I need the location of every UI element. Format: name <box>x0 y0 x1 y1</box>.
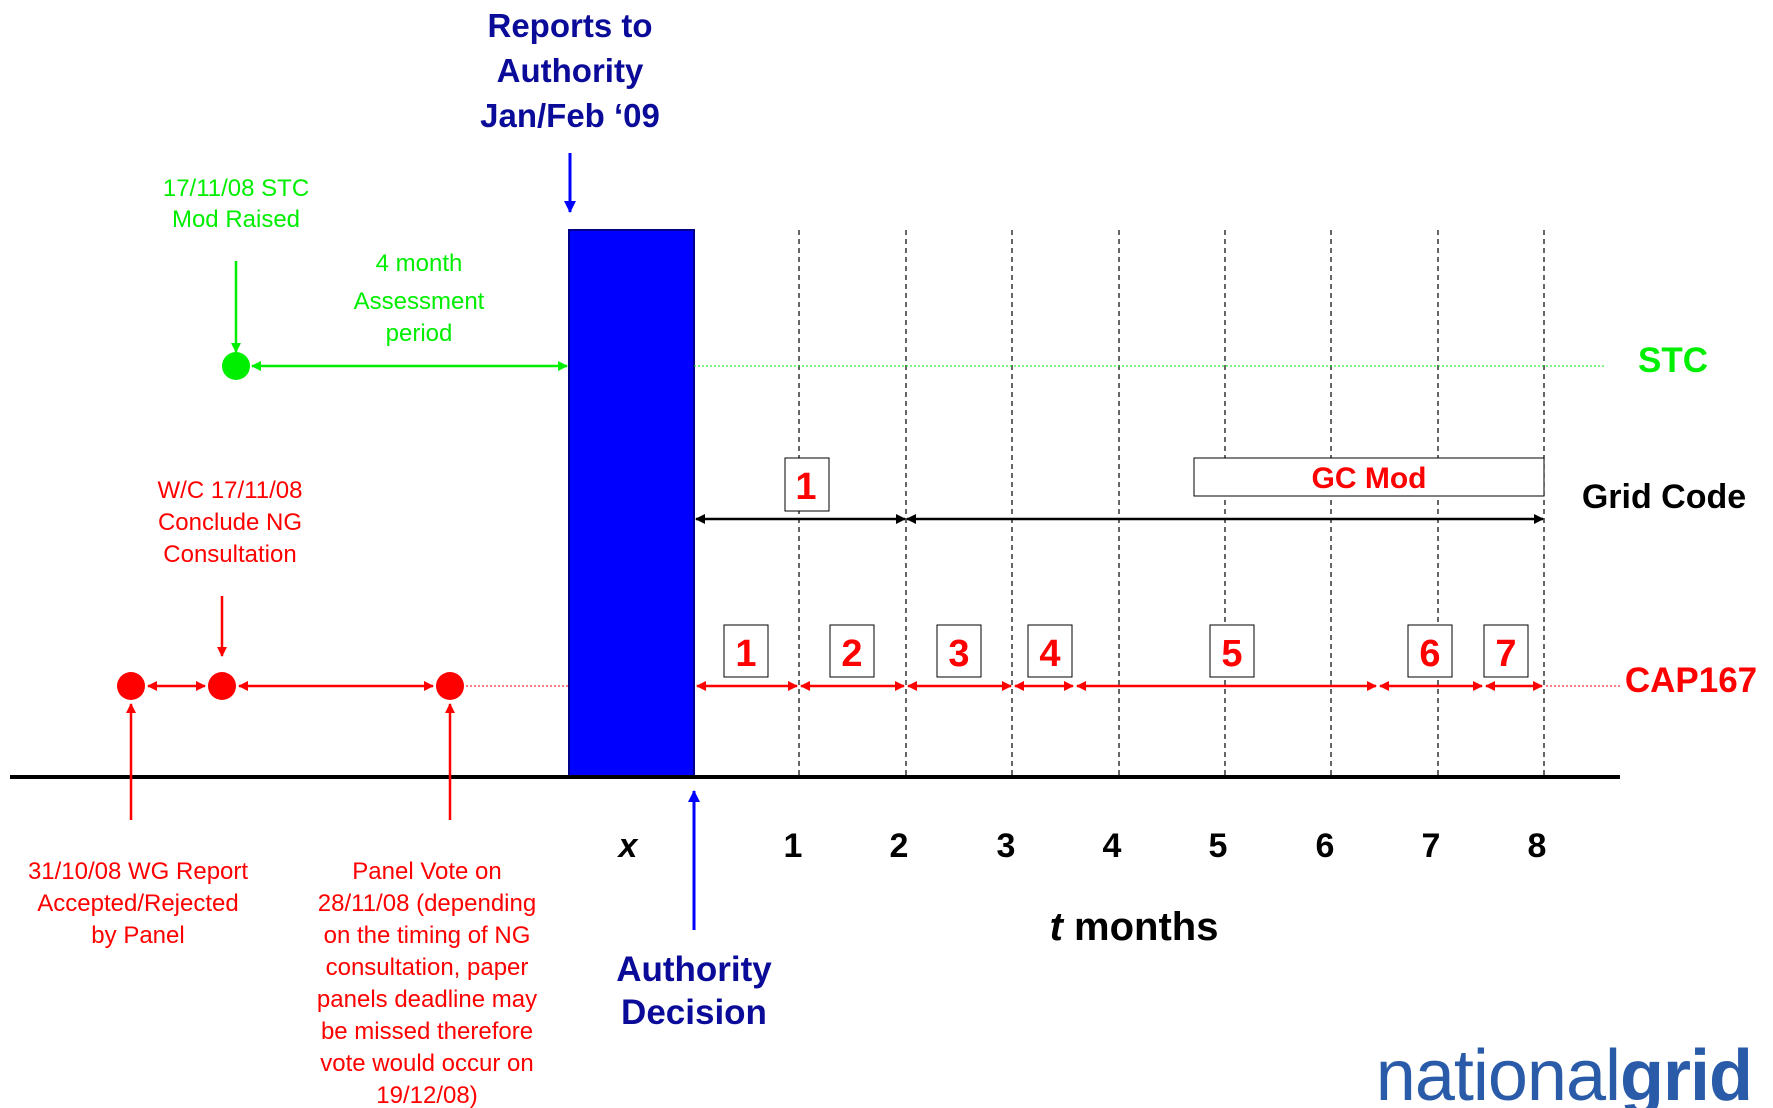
wg-report-line-3: by Panel <box>91 922 184 949</box>
panel-vote-line-7: vote would occur on <box>320 1050 533 1077</box>
month-gridlines <box>798 230 1545 777</box>
assessment-period-label: 4 month Assessment period <box>354 250 485 347</box>
cap-step-2: 2 <box>841 633 862 675</box>
reports-line-1: Reports to <box>488 7 653 44</box>
assessment-line-3: period <box>386 320 453 347</box>
cap-step-4: 4 <box>1039 633 1060 675</box>
tick-4: 4 <box>1103 827 1122 865</box>
wg-report-line-2: Accepted/Rejected <box>37 890 238 917</box>
cap167-row-label: CAP167 <box>1625 661 1757 700</box>
assessment-line-1: 4 month <box>376 250 463 277</box>
cap-step-1-box <box>723 624 769 678</box>
stc-raised-line-2: Mod Raised <box>172 206 300 233</box>
axis-title-months: months <box>1063 905 1219 949</box>
axis-x-label: x <box>617 827 640 865</box>
tick-6: 6 <box>1316 827 1335 865</box>
authority-block <box>568 229 695 778</box>
cap-step-6-box <box>1407 624 1453 678</box>
authority-decision-label: Authority Decision <box>616 950 772 1032</box>
gc-mod-box <box>1193 457 1545 497</box>
grid-code-row-label: Grid Code <box>1582 478 1746 516</box>
panel-vote-label: Panel Vote on 28/11/08 (depending on the… <box>317 858 537 1108</box>
tick-2: 2 <box>890 827 909 865</box>
wc-line-3: Consultation <box>163 541 296 568</box>
reports-line-2: Authority <box>497 52 644 89</box>
axis-title-t: t <box>1050 905 1065 949</box>
wc-label: W/C 17/11/08 Conclude NG Consultation <box>158 477 303 568</box>
cap-step-5: 5 <box>1221 633 1242 675</box>
grid-code-step-1-box <box>784 457 830 512</box>
cap-step-6: 6 <box>1419 633 1440 675</box>
stc-raised-line-1: 17/11/08 STC <box>163 175 309 202</box>
cap-step-3: 3 <box>948 633 969 675</box>
tick-1: 1 <box>784 827 803 865</box>
gc-mod-label: GC Mod <box>1312 462 1427 495</box>
tick-8: 8 <box>1528 827 1547 865</box>
panel-vote-line-2: 28/11/08 (depending <box>318 890 536 917</box>
wg-report-dot <box>117 672 145 700</box>
wg-report-label: 31/10/08 WG Report Accepted/Rejected by … <box>28 858 248 949</box>
reports-to-authority-label: Reports to Authority Jan/Feb ‘09 <box>480 7 660 134</box>
national-grid-logo: nationalgrid <box>1376 1036 1752 1108</box>
grid-code-step-1: 1 <box>795 466 816 508</box>
logo-grid: grid <box>1620 1036 1752 1108</box>
panel-vote-line-3: on the timing of NG <box>324 922 531 949</box>
axis-title: t months <box>1050 905 1219 949</box>
cap-step-7: 7 <box>1495 633 1516 675</box>
conclude-consultation-dot <box>208 672 236 700</box>
axis-tick-labels: x 1 2 3 4 5 6 7 8 <box>617 827 1547 865</box>
tick-3: 3 <box>997 827 1016 865</box>
cap-step-5-box <box>1209 624 1255 678</box>
stc-row-label: STC <box>1638 341 1708 380</box>
panel-vote-line-4: consultation, paper <box>326 954 529 981</box>
cap-step-boxes: 1 2 3 4 5 6 7 <box>723 624 1529 678</box>
cap-step-4-box <box>1027 624 1073 678</box>
stc-raised-dot <box>222 352 250 380</box>
panel-vote-line-8: 19/12/08) <box>376 1082 477 1108</box>
authority-decision-line-1: Authority <box>616 950 772 989</box>
cap-step-3-box <box>936 624 982 678</box>
reports-line-3: Jan/Feb ‘09 <box>480 97 660 134</box>
wc-line-2: Conclude NG <box>158 509 302 536</box>
authority-decision-line-2: Decision <box>621 993 767 1032</box>
logo-national: national <box>1376 1036 1620 1108</box>
stc-raised-label: 17/11/08 STC Mod Raised <box>163 175 309 233</box>
wg-report-line-1: 31/10/08 WG Report <box>28 858 248 885</box>
wc-line-1: W/C 17/11/08 <box>158 477 303 504</box>
tick-7: 7 <box>1422 827 1441 865</box>
cap-step-2-box <box>829 624 875 678</box>
cap-step-1: 1 <box>735 633 756 675</box>
panel-vote-line-1: Panel Vote on <box>352 858 501 885</box>
panel-vote-line-6: be missed therefore <box>321 1018 533 1045</box>
assessment-line-2: Assessment <box>354 288 485 315</box>
panel-vote-dot <box>436 672 464 700</box>
panel-vote-line-5: panels deadline may <box>317 986 537 1013</box>
tick-5: 5 <box>1209 827 1228 865</box>
cap-step-7-box <box>1483 624 1529 678</box>
